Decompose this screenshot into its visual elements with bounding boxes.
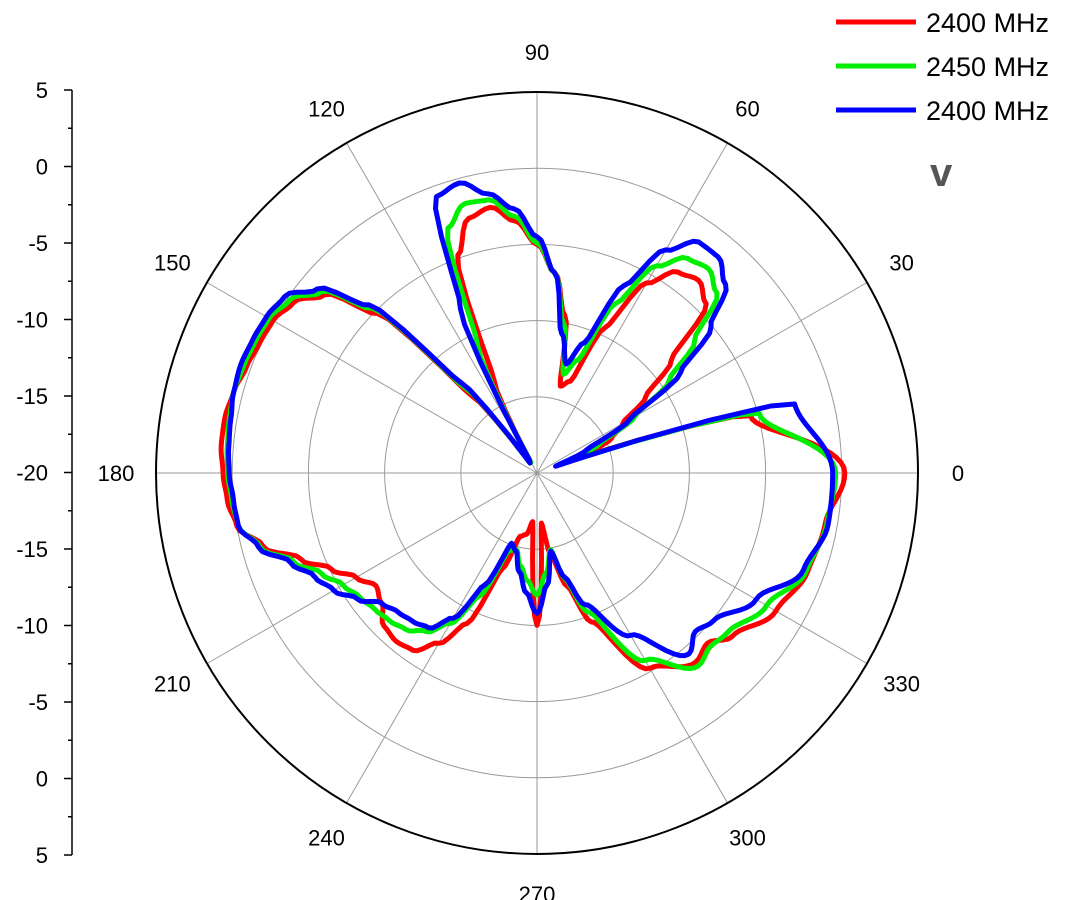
radial-tick-label: 5 — [36, 78, 48, 103]
radial-axis: 5 0 -5 -10 -15 -20 -15 -10 -5 0 5 — [16, 78, 73, 868]
angle-label: 150 — [154, 251, 191, 276]
grid-spoke — [536, 472, 728, 804]
series-layer — [218, 180, 848, 672]
grid-spoke — [536, 472, 868, 664]
series-line — [226, 180, 836, 659]
radial-tick-label: -20 — [16, 461, 48, 486]
angle-label: 0 — [952, 461, 964, 486]
angle-label: 90 — [525, 40, 549, 65]
radial-tick-label: -15 — [16, 384, 48, 409]
polar-grid — [155, 91, 919, 855]
angle-label: 60 — [735, 96, 759, 121]
series-line — [218, 204, 848, 672]
radial-tick-label: -15 — [16, 537, 48, 562]
angle-label: 240 — [308, 826, 345, 851]
radial-tick-label: -10 — [16, 614, 48, 639]
legend-entry: 2400 MHz — [926, 8, 1049, 38]
grid-spoke — [346, 472, 538, 804]
legend-entry: 2450 MHz — [926, 52, 1049, 82]
outer-ring — [155, 91, 919, 855]
angle-label: 270 — [519, 882, 556, 900]
angle-label: 120 — [308, 96, 345, 121]
radial-tick-label: 0 — [36, 767, 48, 792]
angle-label: 330 — [883, 672, 920, 697]
legend: 2400 MHz 2450 MHz 2400 MHz — [836, 8, 1049, 126]
grid-spoke — [206, 472, 538, 664]
radial-tick-label: -5 — [28, 231, 48, 256]
grid-spoke — [536, 282, 868, 474]
angle-label: 180 — [98, 461, 135, 486]
legend-entry: 2400 MHz — [926, 96, 1049, 126]
angle-label: 300 — [729, 826, 766, 851]
panel-label: v — [930, 151, 953, 195]
angle-labels: 0 30 60 90 120 150 180 210 240 270 300 330 — [98, 40, 964, 900]
grid-spoke — [536, 142, 728, 474]
radial-tick-label: 5 — [36, 843, 48, 868]
radial-tick-label: 0 — [36, 155, 48, 180]
grid-spoke — [206, 282, 538, 474]
angle-label: 30 — [889, 251, 913, 276]
radial-tick-label: -5 — [28, 690, 48, 715]
radial-tick-label: -10 — [16, 308, 48, 333]
angle-label: 210 — [154, 672, 191, 697]
